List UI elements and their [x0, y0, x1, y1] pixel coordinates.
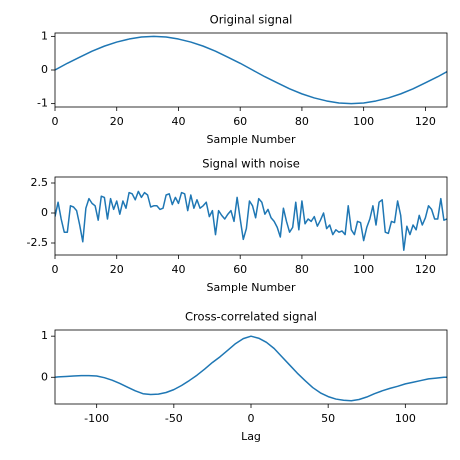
x-axis-label: Sample Number	[207, 281, 296, 294]
signal-line	[55, 190, 447, 251]
y-tick-label: 0	[41, 63, 48, 76]
x-axis-label: Lag	[241, 430, 261, 443]
x-tick-label: 0	[52, 115, 59, 128]
x-tick-label: 60	[233, 115, 247, 128]
x-tick-label: 80	[295, 115, 309, 128]
chart-title: Original signal	[210, 13, 293, 27]
x-tick-label: 40	[171, 115, 185, 128]
x-tick-label: 0	[248, 412, 255, 425]
x-tick-label: 60	[233, 263, 247, 276]
x-tick-label: 40	[171, 263, 185, 276]
x-tick-label: 20	[110, 115, 124, 128]
y-tick-label: -1	[37, 97, 48, 110]
x-tick-label: -50	[165, 412, 183, 425]
chart-title: Cross-correlated signal	[185, 310, 317, 324]
axes-frame	[54, 176, 448, 256]
signal-line	[55, 35, 447, 105]
axes-frame	[54, 32, 448, 108]
x-tick-label: 100	[353, 115, 374, 128]
x-tick-label: 120	[415, 263, 436, 276]
y-tick-label: 2.5	[31, 176, 49, 189]
x-tick-label: -100	[84, 412, 109, 425]
y-tick-label: 0	[41, 370, 48, 383]
y-tick-label: 1	[41, 29, 48, 42]
x-tick-label: 120	[415, 115, 436, 128]
x-axis-label: Sample Number	[207, 133, 296, 146]
x-tick-label: 20	[110, 263, 124, 276]
axes-frame	[54, 329, 448, 405]
x-tick-label: 100	[353, 263, 374, 276]
x-tick-label: 50	[321, 412, 335, 425]
x-tick-label: 0	[52, 263, 59, 276]
y-tick-label: 0	[41, 206, 48, 219]
x-tick-label: 80	[295, 263, 309, 276]
signal-line	[55, 335, 447, 402]
chart-title: Signal with noise	[202, 157, 300, 171]
y-tick-label: 1	[41, 329, 48, 342]
y-tick-label: -2.5	[27, 236, 48, 249]
x-tick-label: 100	[395, 412, 416, 425]
